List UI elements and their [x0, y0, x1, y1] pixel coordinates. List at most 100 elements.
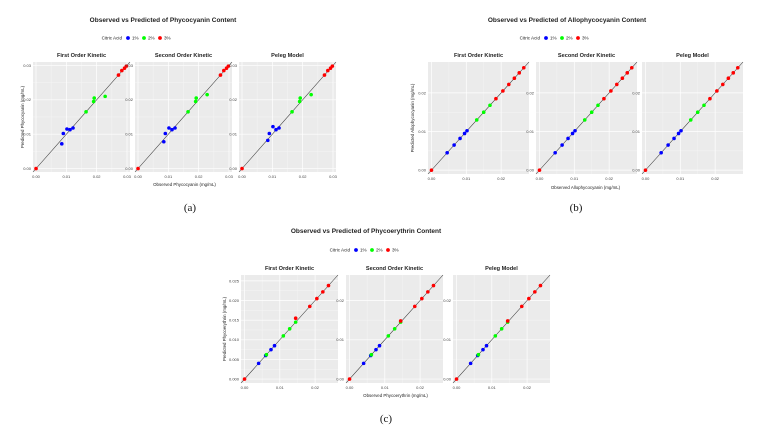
- data-point: [256, 361, 261, 366]
- y-tick-label: 0.02: [443, 298, 452, 303]
- figure-caption: (c): [380, 413, 393, 425]
- data-point: [120, 68, 124, 73]
- data-point: [398, 319, 403, 323]
- x-tick-label: 0.00: [642, 176, 651, 181]
- data-point: [298, 96, 303, 100]
- x-tick-label: 0.02: [299, 174, 308, 179]
- data-point: [290, 110, 294, 114]
- chart-title: Observed vs Predicted of Allophycocyanin…: [488, 17, 647, 24]
- facet-title: Peleg Model: [676, 53, 709, 59]
- data-point: [560, 143, 564, 147]
- data-point: [629, 65, 634, 70]
- data-point: [322, 73, 327, 77]
- legend-label: 2%: [376, 248, 383, 253]
- facet-title: Peleg Model: [485, 266, 518, 272]
- x-tick-label: 0.03: [225, 174, 234, 179]
- legend-marker-2%: [370, 248, 374, 252]
- data-point: [721, 82, 725, 87]
- data-point: [240, 166, 244, 171]
- x-tick-label: 0.00: [536, 176, 545, 181]
- facet-2: Peleg Model 0.00 0.01 0.02 0.03 0.00 0.01 0.02 0…: [229, 53, 337, 179]
- legend-marker-3%: [386, 248, 390, 252]
- y-axis-label: Predicted Phycoerythrin (mg/mL): [222, 296, 227, 361]
- x-tick-label: 0.02: [195, 174, 204, 179]
- data-point: [481, 110, 486, 115]
- legend-label: 1%: [132, 36, 139, 41]
- y-tick-label: 0.020: [229, 298, 240, 303]
- data-point: [173, 126, 177, 130]
- data-point: [420, 296, 424, 301]
- y-tick-label: 0.01: [418, 129, 427, 134]
- facet-title: First Order Kinetic: [57, 53, 106, 59]
- data-point: [702, 103, 706, 108]
- identity-line: [427, 61, 530, 175]
- x-tick-label: 0.01: [676, 176, 685, 181]
- facet-1: Second Order Kinetic 0.00 0.01 0.02 0.00 0.01…: [526, 53, 638, 181]
- facet-0: First Order Kinetic 0.00 0.01 0.02 0.000 0.00…: [229, 266, 339, 390]
- x-tick-label: 0.01: [62, 174, 71, 179]
- legend-label: 3%: [582, 36, 589, 41]
- legend-label: 2%: [566, 36, 573, 41]
- data-point: [269, 347, 273, 352]
- y-tick-label: 0.01: [229, 132, 238, 137]
- data-point: [265, 138, 270, 143]
- data-point: [505, 319, 510, 323]
- data-point: [326, 283, 331, 288]
- data-point: [242, 377, 247, 381]
- data-point: [170, 127, 174, 132]
- data-point: [519, 304, 524, 309]
- chart-title: Observed vs Predicted of Phycoerythrin C…: [291, 228, 442, 235]
- data-point: [281, 334, 286, 338]
- data-point: [484, 343, 489, 348]
- data-point: [186, 110, 190, 114]
- legend-label: 3%: [164, 36, 171, 41]
- data-point: [672, 136, 676, 141]
- x-tick-label: 0.01: [570, 176, 579, 181]
- data-point: [488, 103, 492, 108]
- data-point: [124, 64, 129, 68]
- legend-label: 1%: [550, 36, 557, 41]
- y-tick-label: 0.00: [632, 168, 641, 173]
- data-point: [596, 103, 600, 108]
- data-point: [264, 352, 269, 357]
- data-point: [731, 71, 736, 75]
- chart-2: Observed vs Predicted of Phycoerythrin C…: [222, 228, 551, 425]
- x-axis-label: Observed Phycocyanin (mg/mL): [153, 182, 216, 187]
- data-point: [476, 352, 481, 357]
- x-tick-label: 0.01: [276, 385, 285, 390]
- identity-line: [134, 61, 233, 173]
- y-tick-label: 0.03: [229, 63, 238, 68]
- data-point: [602, 96, 606, 101]
- y-tick-label: 0.02: [125, 97, 134, 102]
- facet-2: Peleg Model 0.00 0.01 0.02 0.00 0.01 0.02: [443, 266, 551, 390]
- data-point: [643, 168, 648, 172]
- data-point: [501, 89, 505, 93]
- data-point: [84, 110, 88, 114]
- data-point: [293, 320, 298, 324]
- x-tick-label: 0.02: [497, 176, 506, 181]
- x-tick-label: 0.01: [164, 174, 173, 179]
- x-tick-label: 0.00: [346, 385, 355, 390]
- x-tick-label: 0.00: [453, 385, 462, 390]
- data-point: [163, 131, 168, 136]
- data-point: [61, 131, 66, 136]
- x-tick-label: 0.01: [488, 385, 497, 390]
- data-point: [369, 352, 374, 357]
- identity-line: [641, 61, 744, 175]
- y-tick-label: 0.02: [526, 90, 535, 95]
- x-tick-label: 0.02: [605, 176, 614, 181]
- y-tick-label: 0.01: [23, 132, 32, 137]
- data-point: [625, 71, 630, 75]
- data-point: [92, 96, 97, 100]
- data-point: [330, 64, 335, 68]
- data-point: [297, 99, 302, 104]
- y-tick-label: 0.00: [229, 166, 238, 171]
- data-point: [533, 290, 537, 294]
- figure-caption: (a): [184, 202, 197, 214]
- legend-label: 1%: [360, 248, 367, 253]
- data-point: [412, 304, 417, 309]
- data-point: [167, 126, 171, 130]
- data-point: [553, 150, 557, 155]
- facet-0: First Order Kinetic 0.00 0.01 0.02 0.00 0.01 0…: [418, 53, 530, 181]
